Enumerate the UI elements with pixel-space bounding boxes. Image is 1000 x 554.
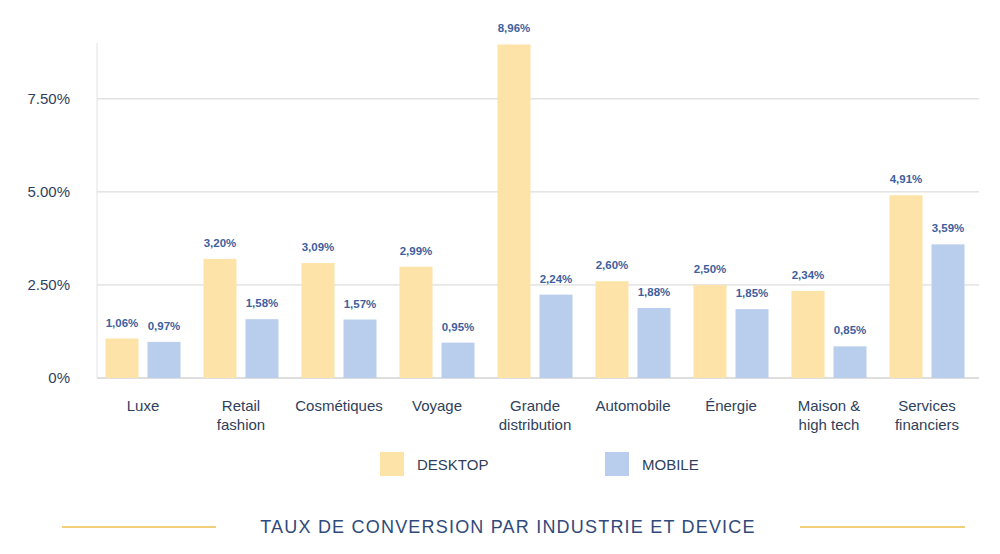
bar: [694, 285, 727, 378]
legend: DESKTOP MOBILE: [380, 452, 699, 476]
x-tick-label: Servicesfinanciers: [895, 397, 959, 433]
data-label: 3,59%: [932, 222, 965, 234]
bar: [246, 319, 279, 378]
data-label: 0,97%: [148, 320, 181, 332]
bars: [106, 44, 965, 378]
data-label: 1,85%: [736, 287, 769, 299]
data-label: 2,50%: [694, 263, 727, 275]
y-tick-label: 7.50%: [27, 90, 70, 107]
bar: [204, 259, 237, 378]
legend-label: DESKTOP: [417, 456, 488, 473]
x-tick-label: Automobile: [595, 397, 670, 414]
bar: [932, 244, 965, 378]
bar: [834, 346, 867, 378]
data-label: 2,24%: [540, 273, 573, 285]
bar: [638, 308, 671, 378]
grid-line: [97, 98, 979, 99]
bar: [792, 291, 825, 378]
bar: [302, 263, 335, 378]
data-label: 0,95%: [442, 321, 475, 333]
bar: [736, 309, 769, 378]
data-labels: 1,06% 3,20% 3,09% 2,99% 8,96% 2,60% 2,50% 2,34%…: [106, 22, 965, 336]
bar: [400, 267, 433, 378]
x-tick-label: Énergie: [705, 397, 757, 414]
data-label: 3,09%: [302, 241, 335, 253]
data-label: 1,06%: [106, 317, 139, 329]
chart: 0% 2.50% 5.00% 7.50% 1,06% 3,20% 3,09% 2,99% 8,9…: [0, 0, 1000, 554]
data-label: 1,58%: [246, 297, 279, 309]
bar: [442, 343, 475, 378]
title-rule: [800, 526, 965, 528]
data-label: 8,96%: [498, 22, 531, 34]
legend-swatch: [605, 452, 629, 476]
grid: [97, 99, 979, 378]
data-label: 1,88%: [638, 286, 671, 298]
data-label: 0,85%: [834, 324, 867, 336]
bar: [498, 44, 531, 378]
bar: [148, 342, 181, 378]
bar: [344, 320, 377, 378]
data-label: 2,99%: [400, 245, 433, 257]
grid-line: [97, 191, 979, 192]
title-rule: [62, 526, 216, 528]
x-tick-label: Retailfashion: [217, 397, 265, 433]
x-tick-label: Grandedistribution: [499, 397, 572, 433]
data-label: 2,34%: [792, 269, 825, 281]
bar: [890, 195, 923, 378]
y-axis-line: [97, 43, 98, 378]
x-tick-label: Luxe: [127, 397, 160, 414]
legend-label: MOBILE: [642, 456, 699, 473]
title: TAUX DE CONVERSION PAR INDUSTRIE ET DEVI…: [260, 517, 755, 537]
y-tick-label: 0%: [48, 369, 70, 386]
y-tick-label: 2.50%: [27, 276, 70, 293]
data-label: 2,60%: [596, 259, 629, 271]
bar: [596, 281, 629, 378]
x-tick-label: Cosmétiques: [295, 397, 383, 414]
bar: [106, 339, 139, 378]
y-tick-label: 5.00%: [27, 183, 70, 200]
data-label: 3,20%: [204, 237, 237, 249]
data-label: 1,57%: [344, 298, 377, 310]
x-tick-label: Voyage: [412, 397, 462, 414]
x-tick-label: Maison &high tech: [798, 397, 861, 433]
bar: [540, 295, 573, 378]
data-label: 4,91%: [890, 173, 923, 185]
legend-swatch: [380, 452, 404, 476]
